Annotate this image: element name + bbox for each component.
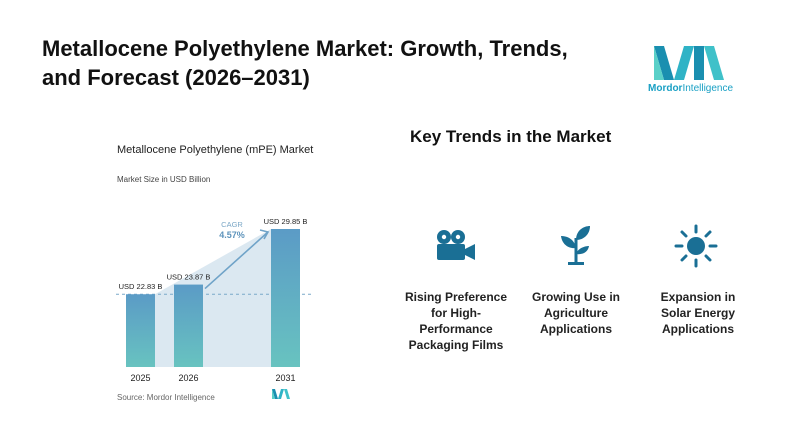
chart-subtitle: Market Size in USD Billion xyxy=(117,175,211,184)
source-logo-icon xyxy=(272,389,290,399)
logo-wordmark: MordorIntelligence xyxy=(648,83,734,94)
film-camera-icon xyxy=(437,230,475,260)
trend-label-packaging-films: Rising Preference for High-Performance P… xyxy=(404,290,508,352)
sun-icon xyxy=(674,224,718,268)
growth-shade xyxy=(155,229,271,367)
trend-label-agriculture: Growing Use in Agriculture Applications xyxy=(531,290,620,336)
cagr-arrow xyxy=(204,231,269,290)
tick-label-2026: 2026 xyxy=(178,373,198,383)
trend-label-solar-energy: Expansion in Solar Energy Applications xyxy=(660,290,736,336)
cagr-value: 4.57% xyxy=(219,230,245,240)
data-label-2026: USD 23.87 B xyxy=(167,273,211,282)
bar-2031 xyxy=(271,229,300,367)
tick-label-2031: 2031 xyxy=(275,373,295,383)
bar-2026 xyxy=(174,284,203,367)
data-label-2031: USD 29.85 B xyxy=(264,217,308,226)
mordor-logo-icon xyxy=(654,46,724,80)
page-title: Metallocene Polyethylene Market: Growth,… xyxy=(42,36,568,90)
chart-source: Source: Mordor Intelligence xyxy=(117,393,215,402)
cagr-label: CAGR xyxy=(221,220,243,229)
key-trends-title: Key Trends in the Market xyxy=(410,127,612,146)
chart-title: Metallocene Polyethylene (mPE) Market xyxy=(117,144,314,156)
bar-2025 xyxy=(126,294,155,367)
sprout-icon xyxy=(561,226,590,265)
data-label-2025: USD 22.83 B xyxy=(119,282,163,291)
cagr-arrowhead xyxy=(259,229,270,240)
tick-label-2025: 2025 xyxy=(130,373,150,383)
